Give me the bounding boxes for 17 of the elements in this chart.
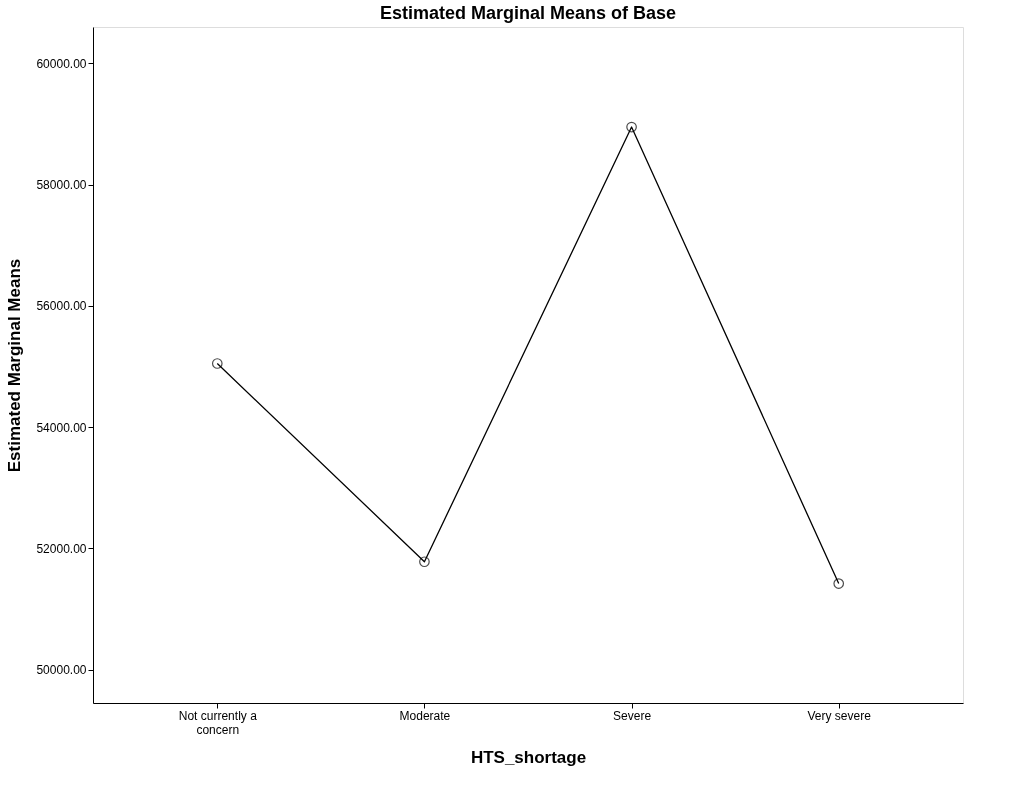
y-tick-label: 58000.00: [36, 178, 87, 193]
chart-title: Estimated Marginal Means of Base: [379, 3, 677, 23]
point: [626, 121, 637, 133]
y-tick-label: 60000.00: [36, 56, 87, 71]
x-axis-title: HTS_shortage: [470, 747, 587, 767]
y-tick-label: 52000.00: [36, 541, 87, 556]
x-tick-label: Severe: [613, 708, 652, 723]
point: [211, 358, 223, 369]
x-tick-label: Moderate: [399, 708, 451, 723]
y-tick-label: 54000.00: [36, 420, 87, 435]
point: [419, 556, 430, 568]
y-tick-label: 50000.00: [36, 663, 87, 678]
y-axis-title: Estimated Marginal Means: [5, 258, 25, 473]
x-tick-label: Very severe: [807, 708, 872, 723]
x-tick-label: Not currently a concern: [178, 708, 258, 737]
point: [833, 578, 845, 589]
y-tick-label: 56000.00: [36, 299, 87, 314]
